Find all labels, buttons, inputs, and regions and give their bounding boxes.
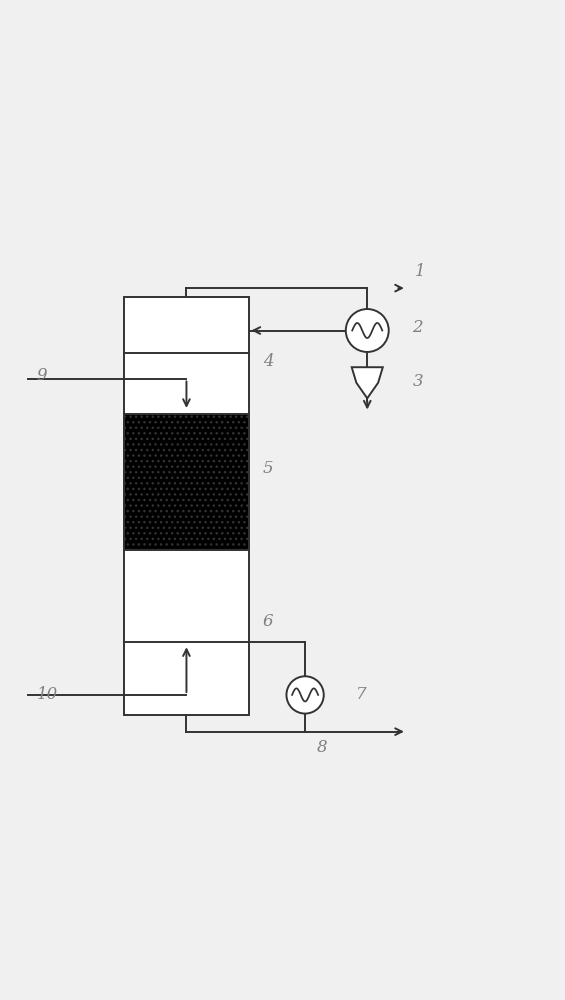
Text: 1: 1 bbox=[415, 263, 426, 280]
Text: 2: 2 bbox=[412, 319, 423, 336]
Circle shape bbox=[286, 676, 324, 714]
Circle shape bbox=[346, 309, 389, 352]
Text: 4: 4 bbox=[263, 353, 273, 370]
Bar bbox=[124, 414, 249, 550]
Text: 10: 10 bbox=[37, 686, 58, 703]
Text: 5: 5 bbox=[263, 460, 273, 477]
Text: 6: 6 bbox=[263, 613, 273, 630]
Text: 8: 8 bbox=[316, 739, 327, 756]
Text: 7: 7 bbox=[356, 686, 367, 703]
Bar bbox=[124, 297, 249, 715]
Bar bbox=[124, 414, 249, 550]
Text: 9: 9 bbox=[37, 367, 47, 384]
Polygon shape bbox=[351, 367, 383, 398]
Text: 3: 3 bbox=[412, 373, 423, 390]
